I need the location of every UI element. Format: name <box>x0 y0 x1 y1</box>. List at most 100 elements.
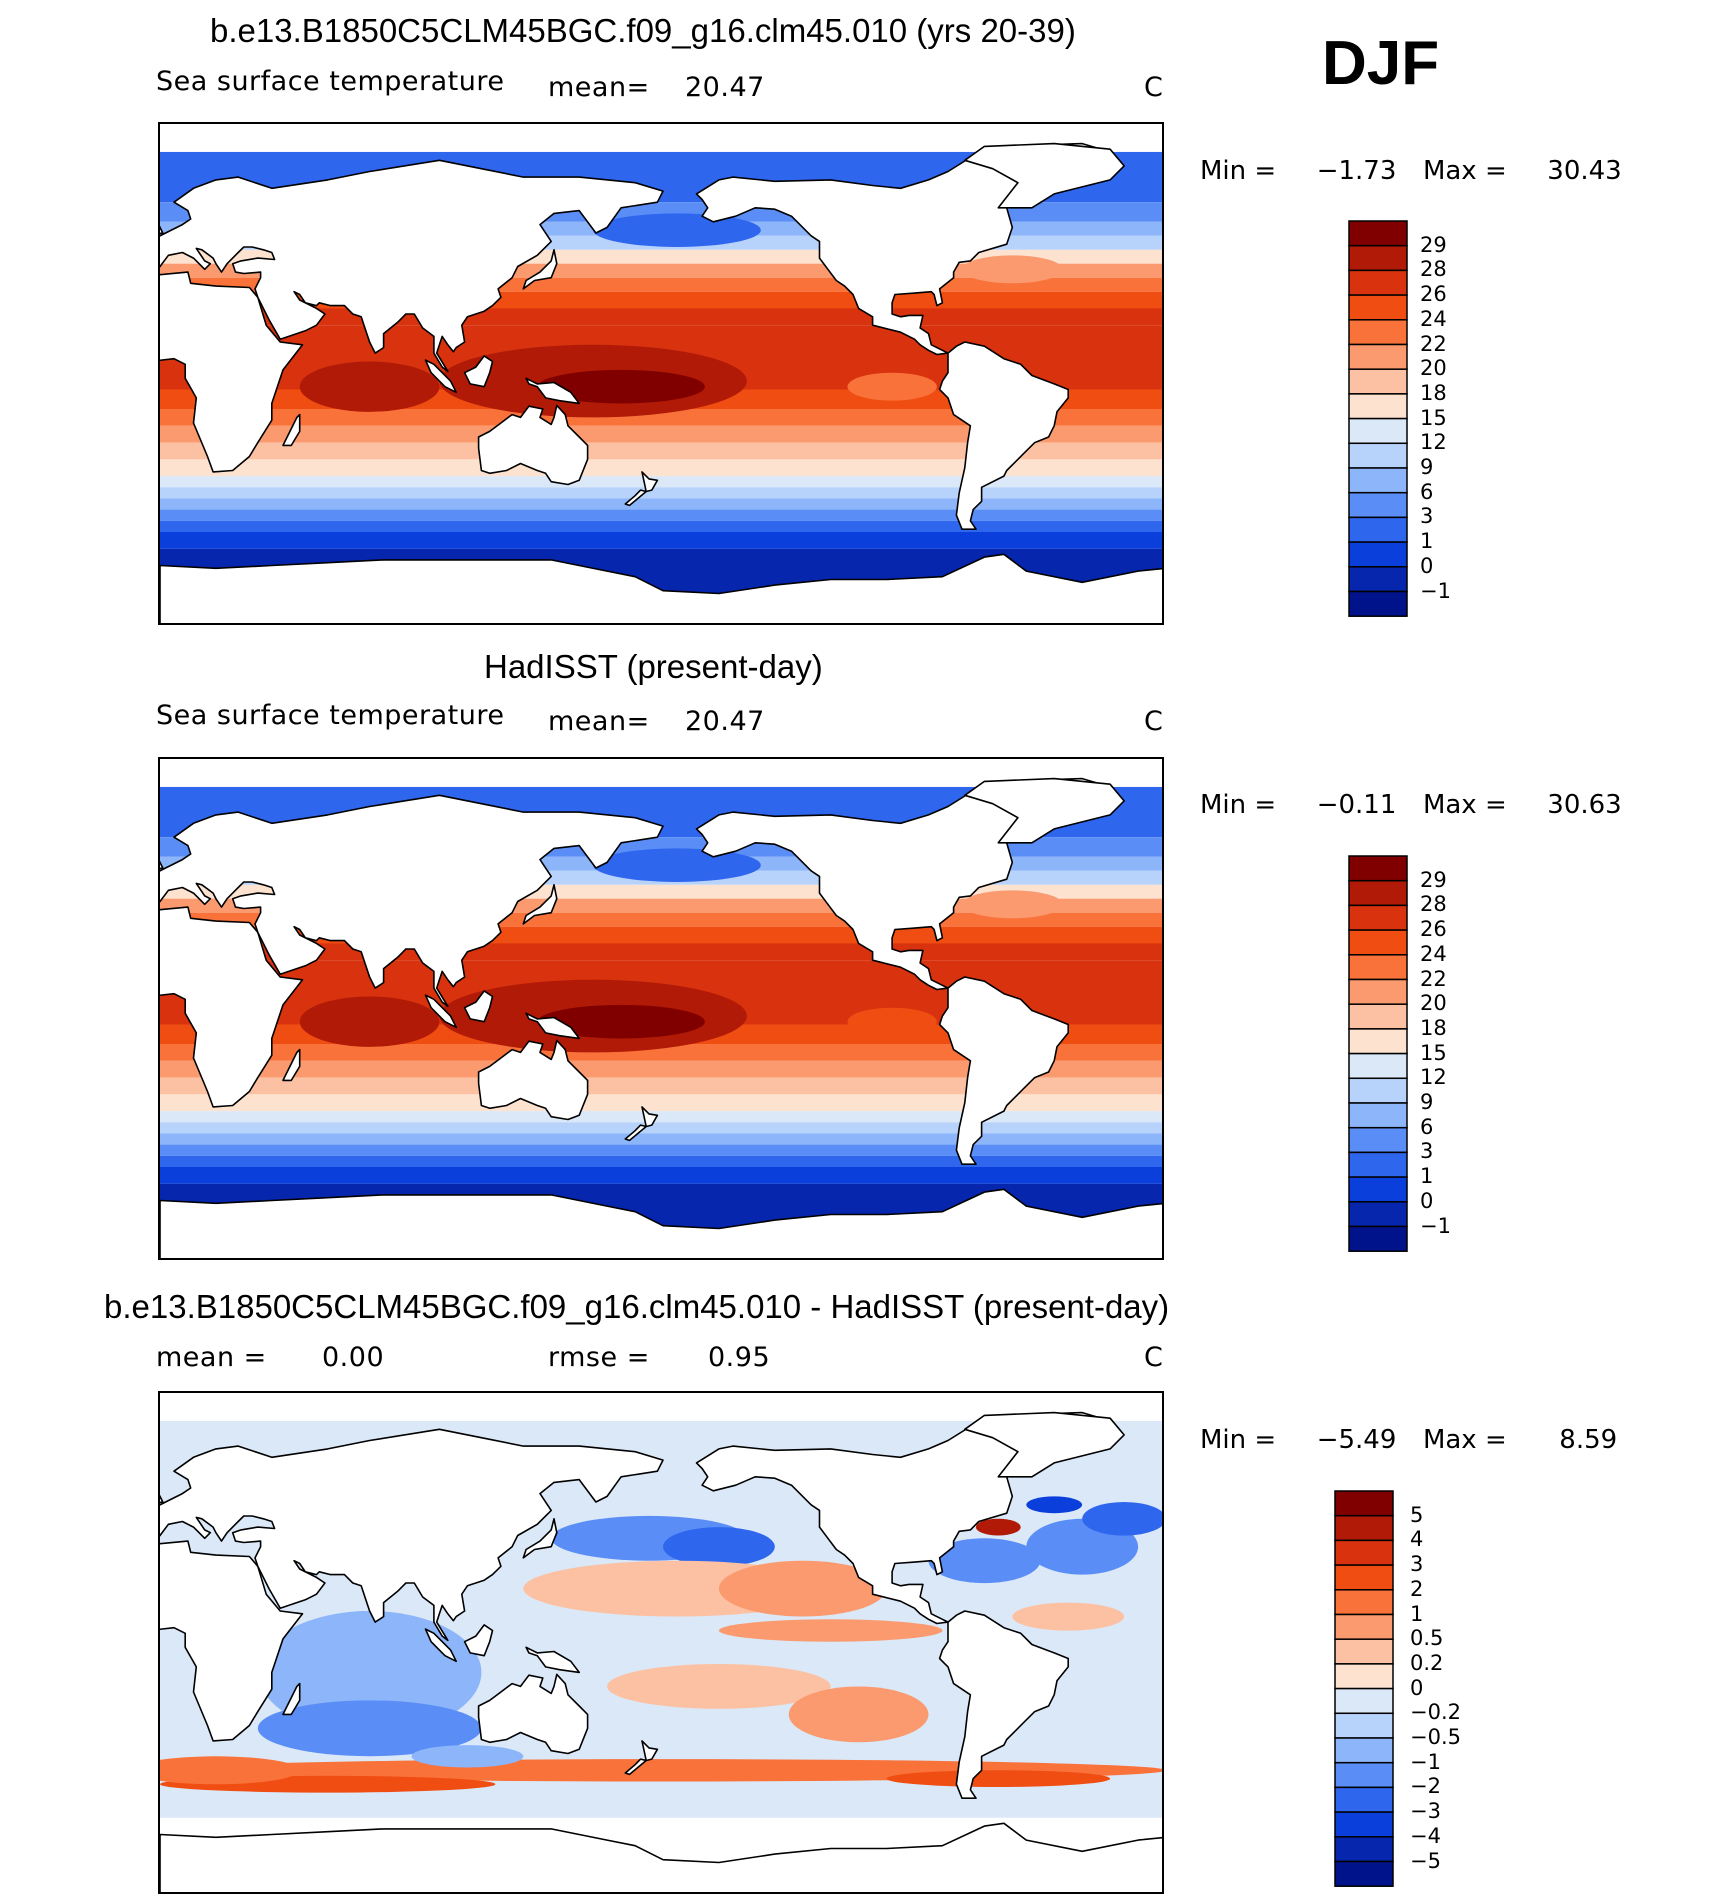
continent-outline <box>282 1048 301 1082</box>
continent-outline <box>282 413 301 447</box>
colorbar-box <box>1348 1052 1408 1080</box>
colorbar-box <box>1334 1564 1394 1591</box>
colorbar-box <box>1348 1003 1408 1030</box>
colorbar-box <box>1334 1712 1394 1739</box>
anomaly-patch <box>928 1538 1041 1584</box>
colorbar-tick-label: 5 <box>1410 1502 1424 1527</box>
colorbar-box <box>1334 1761 1394 1789</box>
panel-1-variable: Sea surface temperature <box>156 66 505 97</box>
continent-outline <box>525 377 580 405</box>
colorbar-box <box>1348 590 1408 617</box>
colorbar-tick-label: 29 <box>1420 867 1447 892</box>
colorbar-box <box>1348 269 1408 296</box>
colorbar-boxes <box>1348 855 1408 1252</box>
warm-pool-core <box>537 1004 705 1039</box>
panel-3-mean-value: 0.00 <box>322 1342 385 1373</box>
colorbar-box <box>1348 929 1408 956</box>
season-label: DJF <box>1322 29 1440 98</box>
colorbar-tick-label: 15 <box>1420 1040 1447 1065</box>
continent-outline <box>964 777 1125 844</box>
sst-band <box>160 459 1162 477</box>
continent-outline <box>160 906 304 1108</box>
colorbar-box <box>1348 516 1408 543</box>
panel-2-minmax: Min = −0.11 Max = 30.63 <box>1200 790 1622 820</box>
colorbar-box <box>1348 1151 1408 1178</box>
sst-band <box>160 520 1162 532</box>
continent-outline <box>522 249 558 290</box>
panel-1-colorbar: 29 28 26 24 22 20 18 15 12 9 6 3 1 0 −1 <box>1348 220 1528 619</box>
panel-1-min-label: Min = <box>1200 156 1277 186</box>
colorbar-tick-label: 1 <box>1420 1164 1434 1189</box>
continent-outline <box>160 1540 304 1742</box>
colorbar-tick-label: 15 <box>1420 405 1447 430</box>
continent-outline <box>624 1758 647 1776</box>
gulf-stream <box>962 255 1063 284</box>
anomaly-patch <box>160 1756 300 1785</box>
sst-band <box>160 476 1162 488</box>
sst-band <box>160 1094 1162 1112</box>
anomaly-patch <box>1026 1496 1083 1514</box>
colorbar-tick-label: 18 <box>1420 380 1447 405</box>
colorbar-box <box>1348 1176 1408 1203</box>
colorbar-box <box>1348 319 1408 346</box>
continent-outline <box>160 225 164 235</box>
colorbar-tick-label: 0 <box>1420 553 1434 578</box>
colorbar-tick-label: 3 <box>1420 1139 1434 1164</box>
anomaly-patch <box>257 1610 482 1734</box>
sst-band <box>160 1122 1162 1134</box>
colorbar-box <box>1348 1126 1408 1154</box>
sst-band <box>160 509 1162 521</box>
colorbar-box <box>1334 1663 1394 1690</box>
panel-3-units: C <box>1144 1342 1164 1373</box>
sst-band <box>160 1044 1162 1061</box>
continent-outline <box>641 471 659 493</box>
colorbar-box <box>1334 1811 1394 1838</box>
colorbar-tick-label: 9 <box>1420 455 1434 479</box>
colorbar-tick-label: 6 <box>1420 479 1434 504</box>
colorbar-tick-label: −4 <box>1410 1823 1441 1848</box>
colorbar-box <box>1348 244 1408 272</box>
continent-outline <box>938 341 1069 530</box>
colorbar-tick-label: 3 <box>1410 1552 1424 1577</box>
panel-3-max-label: Max = <box>1422 1425 1507 1455</box>
continent-outline <box>964 142 1125 209</box>
continent-outline <box>160 159 664 373</box>
colorbar-box <box>1334 1860 1394 1887</box>
continent-outline <box>641 1106 659 1128</box>
colorbar-box <box>1348 904 1408 931</box>
continent-outline <box>477 404 589 486</box>
panel-1-units: C <box>1144 72 1164 103</box>
continent-outline <box>477 1673 589 1755</box>
colorbar-tick-label: 1 <box>1410 1601 1424 1626</box>
colorbar-tick-label: 22 <box>1420 966 1447 991</box>
continent-outline <box>641 1740 659 1762</box>
continent-outline <box>463 990 494 1023</box>
colorbar-box <box>1348 1225 1408 1252</box>
colorbar-box <box>1348 467 1408 494</box>
north-pacific <box>593 848 761 882</box>
colorbar-box <box>1348 879 1408 907</box>
continent-outline <box>282 1682 301 1716</box>
colorbar-box <box>1348 1028 1408 1055</box>
panel-1-max-label: Max = <box>1422 156 1507 186</box>
colorbar-tick-label: 22 <box>1420 331 1447 356</box>
colorbar-box <box>1348 566 1408 593</box>
panel-3-title: b.e13.B1850C5CLM45BGC.f09_g16.clm45.010 … <box>104 1288 1170 1325</box>
colorbar-box <box>1334 1836 1394 1863</box>
sst-band <box>160 1111 1162 1123</box>
sst-band <box>160 1144 1162 1156</box>
anomaly-patch <box>1012 1602 1125 1631</box>
north-pacific <box>593 213 761 247</box>
colorbar-tick-label: 12 <box>1420 1065 1447 1090</box>
panel-1-max-value: 30.43 <box>1547 156 1622 186</box>
continent-outline <box>525 1646 580 1674</box>
anomaly-patch <box>257 1700 482 1757</box>
panel-3-max-value: 8.59 <box>1559 1425 1618 1455</box>
panel-1-map <box>158 122 1164 625</box>
colorbar-tick-label: 0 <box>1420 1188 1434 1213</box>
colorbar-tick-label: 24 <box>1420 306 1447 331</box>
anomaly-patch <box>1082 1502 1162 1536</box>
anomaly-patch <box>886 1770 1111 1787</box>
colorbar-tick-label: 29 <box>1420 232 1447 257</box>
colorbar-tick-label: 20 <box>1420 991 1447 1016</box>
